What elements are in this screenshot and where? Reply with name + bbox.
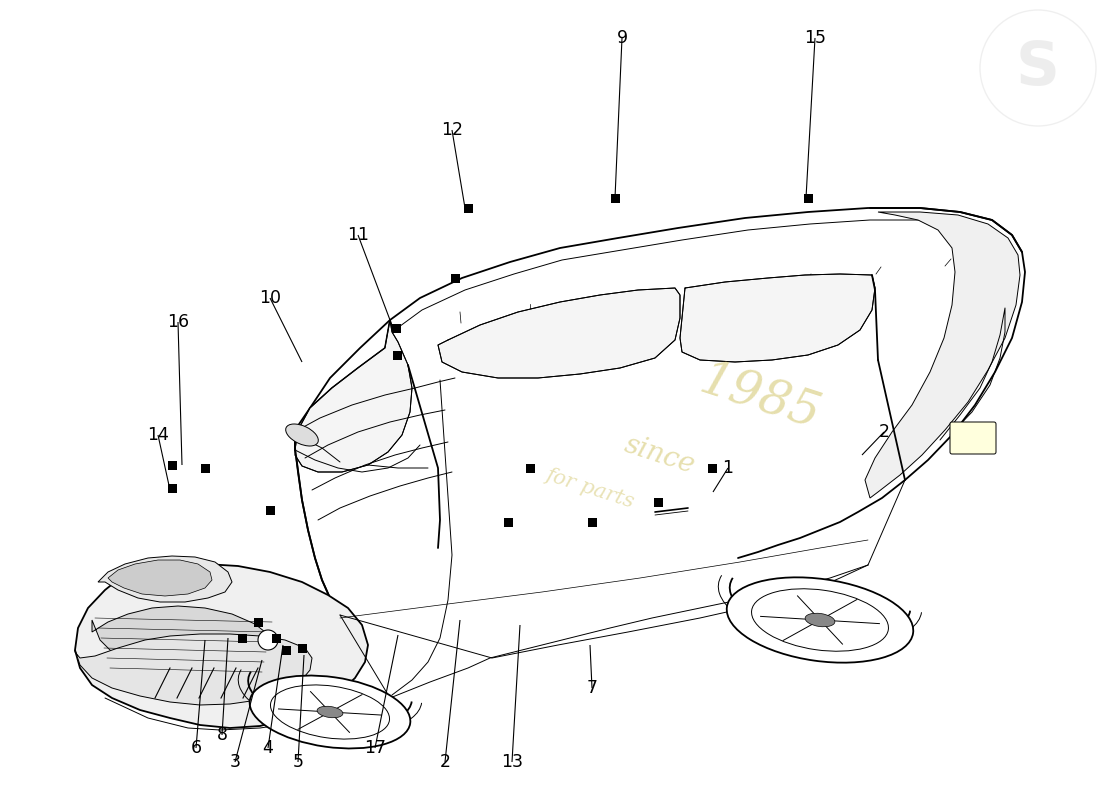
Text: since: since <box>621 431 698 479</box>
Bar <box>803 194 813 202</box>
Text: 9: 9 <box>616 29 628 47</box>
Polygon shape <box>865 212 1020 498</box>
Text: 16: 16 <box>167 313 189 331</box>
Bar <box>463 203 473 213</box>
Ellipse shape <box>271 685 389 739</box>
Text: 3: 3 <box>230 753 241 771</box>
Text: 2: 2 <box>879 423 890 441</box>
Polygon shape <box>680 274 874 362</box>
Bar <box>200 463 209 473</box>
Polygon shape <box>295 320 412 472</box>
Text: 13: 13 <box>500 753 522 771</box>
Text: 6: 6 <box>190 739 201 757</box>
Text: 1985: 1985 <box>694 357 826 439</box>
Bar <box>297 643 307 653</box>
Bar <box>282 646 290 654</box>
Text: 1: 1 <box>723 459 734 477</box>
Bar <box>587 518 596 526</box>
Text: 17: 17 <box>364 739 386 757</box>
Text: 12: 12 <box>441 121 463 139</box>
Bar <box>392 323 400 333</box>
Bar <box>272 634 280 642</box>
Bar <box>610 194 619 202</box>
Polygon shape <box>108 560 212 596</box>
Ellipse shape <box>317 706 343 718</box>
Ellipse shape <box>286 424 318 446</box>
Polygon shape <box>92 606 275 682</box>
Bar <box>393 350 402 359</box>
Ellipse shape <box>727 578 913 662</box>
Polygon shape <box>295 320 392 448</box>
Polygon shape <box>75 564 368 728</box>
Ellipse shape <box>805 614 835 626</box>
Text: 5: 5 <box>293 753 304 771</box>
Text: 11: 11 <box>346 226 368 244</box>
Text: 15: 15 <box>804 29 826 47</box>
Text: 10: 10 <box>258 289 280 307</box>
Bar <box>707 463 716 473</box>
Text: 8: 8 <box>217 726 228 744</box>
Polygon shape <box>75 634 312 705</box>
Text: S: S <box>1016 38 1060 98</box>
Polygon shape <box>438 288 680 378</box>
Polygon shape <box>98 556 232 602</box>
Text: 2: 2 <box>440 753 451 771</box>
Bar <box>253 618 263 626</box>
Bar <box>653 498 662 506</box>
Bar <box>167 461 176 470</box>
Bar <box>265 506 275 514</box>
FancyBboxPatch shape <box>950 422 996 454</box>
Bar <box>238 634 246 642</box>
Text: 14: 14 <box>147 426 169 444</box>
Ellipse shape <box>751 589 889 651</box>
Bar <box>451 274 460 282</box>
Bar <box>167 483 176 493</box>
Text: for parts: for parts <box>543 465 637 511</box>
Circle shape <box>258 630 278 650</box>
Bar <box>504 518 513 526</box>
Text: 7: 7 <box>586 679 597 697</box>
Bar <box>526 463 535 473</box>
Ellipse shape <box>250 675 410 749</box>
Text: 4: 4 <box>263 739 274 757</box>
